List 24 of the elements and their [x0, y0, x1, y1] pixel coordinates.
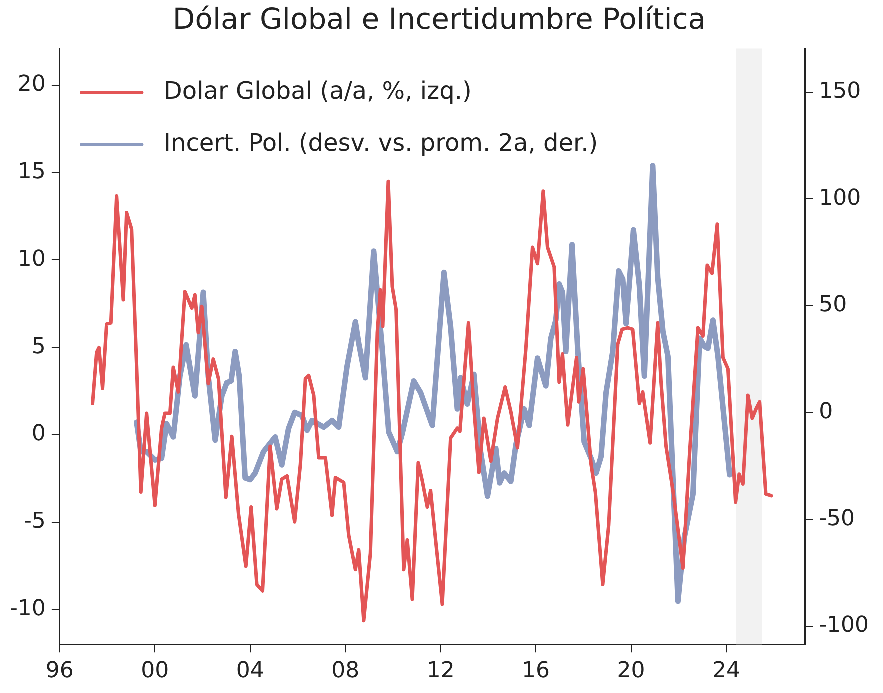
- y-tick-label: 5: [32, 334, 46, 360]
- y2-tick-label: 0: [819, 400, 834, 425]
- y-tick-label: 0: [32, 422, 46, 447]
- y-tick-label: 20: [18, 72, 46, 98]
- y-tick-label: 10: [18, 246, 46, 272]
- y-tick-label: -10: [10, 596, 46, 622]
- x-tick-label: 16: [522, 658, 550, 684]
- x-tick-label: 20: [617, 658, 646, 684]
- x-tick-label: 08: [332, 658, 360, 684]
- x-tick-label: 00: [141, 658, 170, 684]
- x-tick-label: 96: [46, 658, 74, 684]
- y2-tick-label: -100: [819, 613, 870, 638]
- x-tick-label: 24: [712, 658, 741, 684]
- y2-tick-label: -50: [819, 506, 856, 532]
- chart-title: Dólar Global e Incertidumbre Política: [172, 2, 706, 36]
- y-tick-label: -5: [24, 509, 46, 534]
- x-tick-label: 04: [236, 658, 264, 684]
- legend-label: Dolar Global (a/a, %, izq.): [164, 77, 472, 106]
- x-tick-label: 12: [426, 658, 455, 684]
- y-tick-label: 15: [18, 160, 46, 185]
- legend-label: Incert. Pol. (desv. vs. prom. 2a, der.): [164, 129, 598, 158]
- y2-tick-label: 100: [819, 186, 862, 211]
- y2-tick-label: 150: [819, 79, 862, 104]
- y2-tick-label: 50: [819, 292, 848, 318]
